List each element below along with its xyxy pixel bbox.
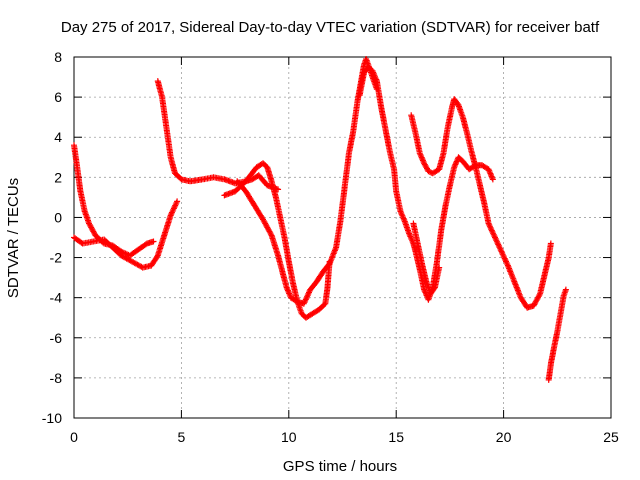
x-tick-label: 15 [388,429,404,445]
series-segment-2 [71,142,157,259]
x-tick-label: 20 [496,429,512,445]
series-segment-9 [545,286,569,383]
chart-title: Day 275 of 2017, Sidereal Day-to-day VTE… [61,19,600,36]
x-tick-label: 5 [178,429,186,445]
axis-ticks: 0 5 10 15 20 25 -10 -8 -6 -4 -2 0 2 4 6 8 [42,49,619,445]
data-point-marker [267,231,274,238]
data-point-marker [154,253,160,260]
series-segment-8 [410,220,443,297]
x-tick-label: 25 [603,429,619,445]
data-point-marker [275,186,282,193]
x-tick-label: 0 [70,429,78,445]
series-segment-3 [154,78,282,193]
y-tick-label: -6 [50,330,63,346]
y-tick-label: 8 [54,49,62,65]
data-point-marker [562,286,569,293]
y-tick-label: -10 [42,410,62,426]
data-point-marker [150,238,157,245]
series-segment-1 [71,198,181,271]
x-tick-label: 10 [281,429,297,445]
y-tick-label: 4 [54,129,62,145]
grid-lines [74,57,611,418]
y-tick-label: -8 [50,370,63,386]
y-tick-label: 0 [54,209,62,225]
data-point-marker [530,302,537,309]
y-axis-label: SDTVAR / TECUs [5,178,22,298]
data-series [71,56,569,383]
y-tick-label: 2 [54,169,62,185]
series-segment-7 [408,96,554,311]
data-point-marker [431,285,437,292]
data-point-marker [436,264,443,271]
series-segment-6 [356,64,496,303]
y-tick-label: -2 [50,250,63,266]
y-tick-label: -4 [50,290,63,306]
data-point-marker [489,176,496,183]
x-axis-label: GPS time / hours [283,458,397,475]
y-tick-label: 6 [54,89,62,105]
data-point-marker [174,198,181,205]
data-point-marker [536,292,543,298]
data-point-marker [547,240,554,247]
plot-frame [73,56,612,419]
data-point-marker [86,221,93,228]
